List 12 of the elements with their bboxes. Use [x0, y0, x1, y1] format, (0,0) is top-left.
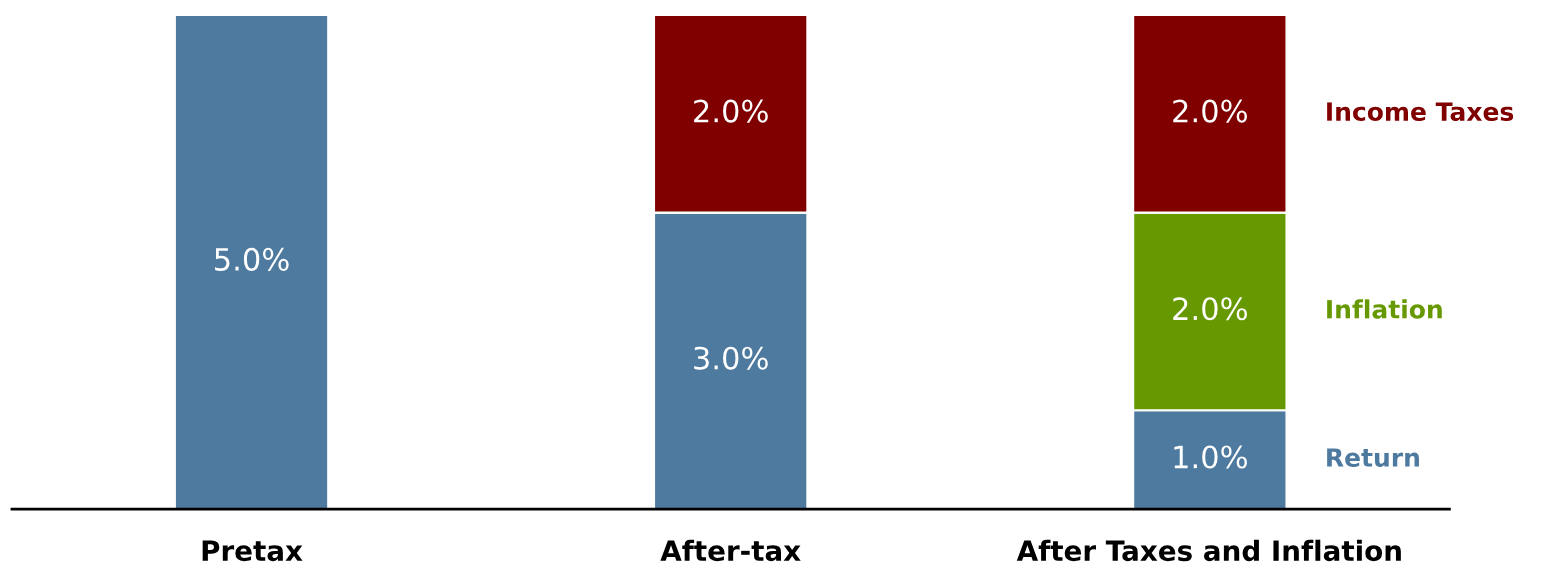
data-label: 1.0% [1174, 445, 1247, 469]
data-label: 2.0% [1173, 99, 1247, 123]
data-label: 2.0% [1173, 297, 1247, 321]
series-label: Inflation [1327, 299, 1442, 319]
x-tick-label: Pretax [202, 540, 303, 562]
x-tick-label: After-tax [660, 539, 801, 562]
series-label: Income Taxes [1327, 102, 1514, 122]
data-label: 5.0% [215, 247, 289, 271]
x-tick-label: After Taxes and Inflation [1016, 539, 1401, 562]
data-label: 3.0% [694, 346, 768, 370]
series-label: Return [1327, 448, 1419, 467]
data-label: 2.0% [694, 99, 768, 123]
